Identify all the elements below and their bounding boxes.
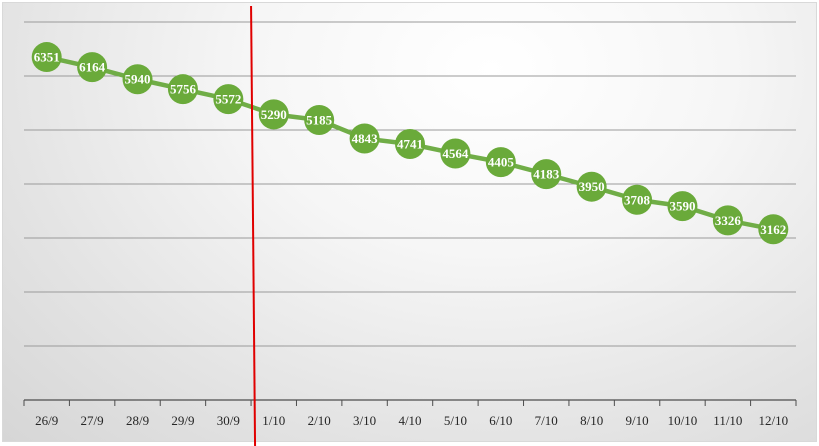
x-tick-label: 6/10 — [489, 413, 512, 428]
data-label: 4405 — [488, 155, 515, 170]
x-tick-label: 1/10 — [262, 413, 285, 428]
x-tick-label: 29/9 — [171, 413, 194, 428]
data-point — [531, 159, 562, 190]
data-point — [77, 52, 108, 83]
x-tick-label: 11/10 — [713, 413, 742, 428]
reference-line — [250, 5, 257, 446]
data-point — [213, 84, 244, 115]
data-point — [304, 105, 335, 136]
data-point — [31, 42, 62, 73]
data-label: 5572 — [215, 92, 241, 107]
data-point — [712, 205, 743, 236]
data-label: 5290 — [261, 107, 287, 122]
data-point — [167, 74, 198, 105]
x-tick-label: 8/10 — [580, 413, 603, 428]
data-point — [576, 171, 607, 202]
x-tick-label: 27/9 — [81, 413, 104, 428]
data-label: 4843 — [352, 131, 379, 146]
data-label: 5940 — [125, 72, 151, 87]
x-tick-label: 4/10 — [398, 413, 421, 428]
data-point — [485, 147, 516, 178]
data-label: 6351 — [34, 50, 60, 65]
data-point — [395, 128, 425, 159]
data-label: 3590 — [669, 199, 695, 214]
data-label: 4564 — [442, 146, 469, 161]
x-tick-label: 2/10 — [308, 413, 331, 428]
data-label: 5756 — [170, 82, 197, 97]
data-point — [122, 64, 153, 95]
data-point — [622, 184, 653, 215]
x-tick-label: 10/10 — [668, 413, 698, 428]
x-tick-label: 9/10 — [625, 413, 648, 428]
data-point — [349, 123, 380, 154]
data-label: 5185 — [306, 113, 333, 128]
data-label: 4183 — [533, 167, 560, 182]
x-tick-label: 30/9 — [217, 413, 240, 428]
data-point — [758, 214, 789, 245]
data-label: 3950 — [579, 179, 605, 194]
x-tick-label: 5/10 — [444, 413, 467, 428]
x-tick-label: 7/10 — [535, 413, 558, 428]
data-label: 3326 — [715, 213, 742, 228]
x-tick-label: 26/9 — [35, 413, 58, 428]
data-point — [440, 138, 471, 169]
data-label: 3162 — [760, 222, 786, 237]
data-label: 6164 — [79, 60, 106, 75]
data-label: 3708 — [624, 192, 651, 207]
data-label: 4741 — [397, 136, 423, 151]
x-tick-label: 28/9 — [126, 413, 149, 428]
x-tick-label: 12/10 — [758, 413, 788, 428]
data-point — [258, 99, 289, 130]
data-point — [667, 191, 698, 222]
x-tick-label: 3/10 — [353, 413, 376, 428]
